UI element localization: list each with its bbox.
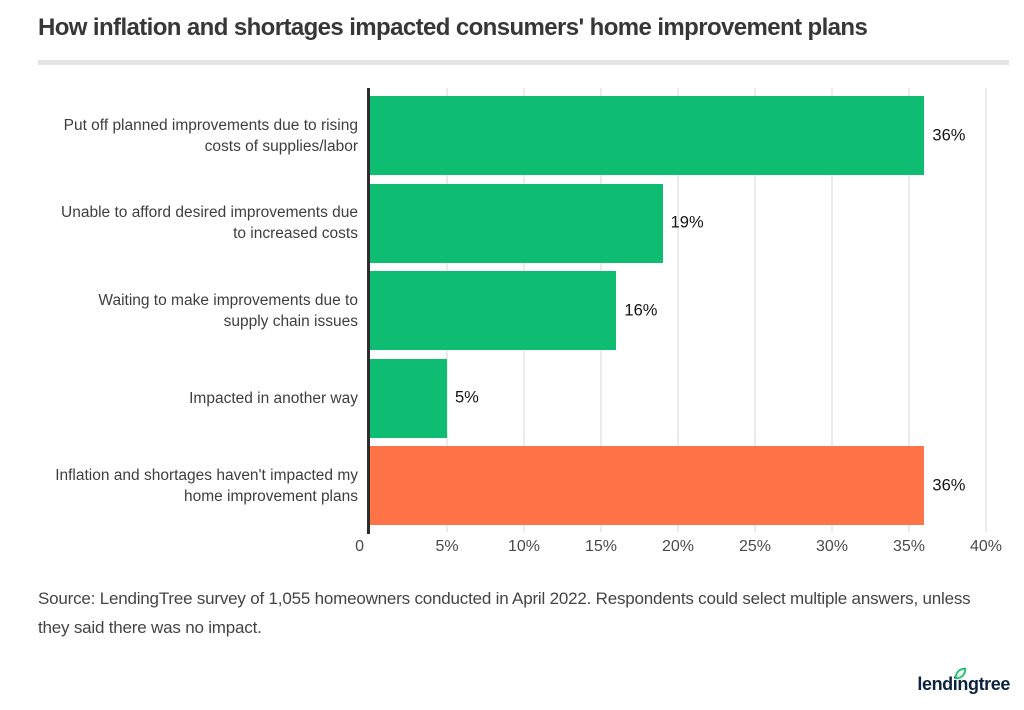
bar-row: Waiting to make improvements due to supp… [38, 267, 1020, 355]
category-label: Waiting to make improvements due to supp… [98, 291, 358, 330]
category-label: Impacted in another way [189, 389, 358, 407]
row-plot: 36% [370, 92, 1020, 180]
x-tick: 25% [738, 538, 772, 555]
x-tick: 35% [892, 538, 926, 555]
bar-rows: Put off planned improvements due to risi… [38, 92, 1020, 530]
row-plot: 36% [370, 442, 1020, 530]
x-tick: 15% [584, 538, 618, 555]
gridline [754, 88, 756, 532]
value-label: 36% [932, 476, 966, 495]
bar [370, 96, 925, 175]
source-note-line-1: Source: LendingTree survey of 1,055 home… [38, 589, 971, 608]
gridline [908, 88, 910, 532]
bar-row: Impacted in another way 5% [38, 355, 1020, 443]
bar [370, 446, 925, 525]
lendingtree-logo: lendingtree [917, 667, 1010, 700]
source-note: Source: LendingTree survey of 1,055 home… [38, 584, 998, 642]
value-label: 16% [624, 301, 658, 320]
value-label: 19% [670, 213, 704, 232]
bar-chart: Put off planned improvements due to risi… [0, 88, 1024, 566]
value-label: 5% [455, 388, 479, 407]
bar-row: Unable to afford desired improvements du… [38, 180, 1020, 268]
row-plot: 5% [370, 355, 1020, 443]
title-divider [38, 60, 1009, 65]
bar [370, 358, 447, 438]
y-axis-line [367, 88, 370, 534]
x-axis: 0 5% 10% 15% 20% 25% 30% 35% 40% [355, 538, 1020, 562]
x-tick: 40% [969, 538, 1003, 555]
category-label: Inflation and shortages haven't impacted… [55, 466, 358, 505]
x-tick: 20% [661, 538, 695, 555]
chart-title: How inflation and shortages impacted con… [38, 14, 868, 41]
row-plot: 16% [370, 267, 1020, 355]
gridline [677, 88, 679, 532]
gridline [831, 88, 833, 532]
category-label: Unable to afford desired improvements du… [61, 204, 358, 243]
leaf-icon [955, 667, 967, 680]
row-plot: 19% [370, 180, 1020, 268]
x-tick: 5% [435, 538, 459, 555]
bar-row: Inflation and shortages haven't impacted… [38, 442, 1020, 530]
bar [370, 271, 617, 350]
bar-row: Put off planned improvements due to risi… [38, 92, 1020, 180]
x-tick: 10% [507, 538, 541, 555]
x-tick: 30% [815, 538, 849, 555]
value-label: 36% [932, 126, 966, 145]
source-note-line-2: they said there was no impact. [38, 618, 262, 637]
bar [370, 183, 663, 263]
gridline [985, 88, 987, 532]
x-tick-zero: 0 [355, 538, 364, 555]
logo-text: lendingtree [917, 674, 1010, 694]
category-label: Put off planned improvements due to risi… [63, 116, 358, 155]
